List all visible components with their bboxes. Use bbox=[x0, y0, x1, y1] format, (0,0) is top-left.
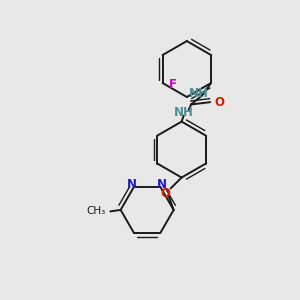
Text: NH: NH bbox=[174, 106, 194, 119]
Text: O: O bbox=[160, 187, 170, 200]
Text: F: F bbox=[169, 78, 177, 91]
Text: NH: NH bbox=[189, 87, 209, 100]
Text: CH₃: CH₃ bbox=[87, 206, 106, 216]
Text: N: N bbox=[157, 178, 167, 191]
Text: N: N bbox=[127, 178, 136, 191]
Text: O: O bbox=[214, 96, 224, 109]
